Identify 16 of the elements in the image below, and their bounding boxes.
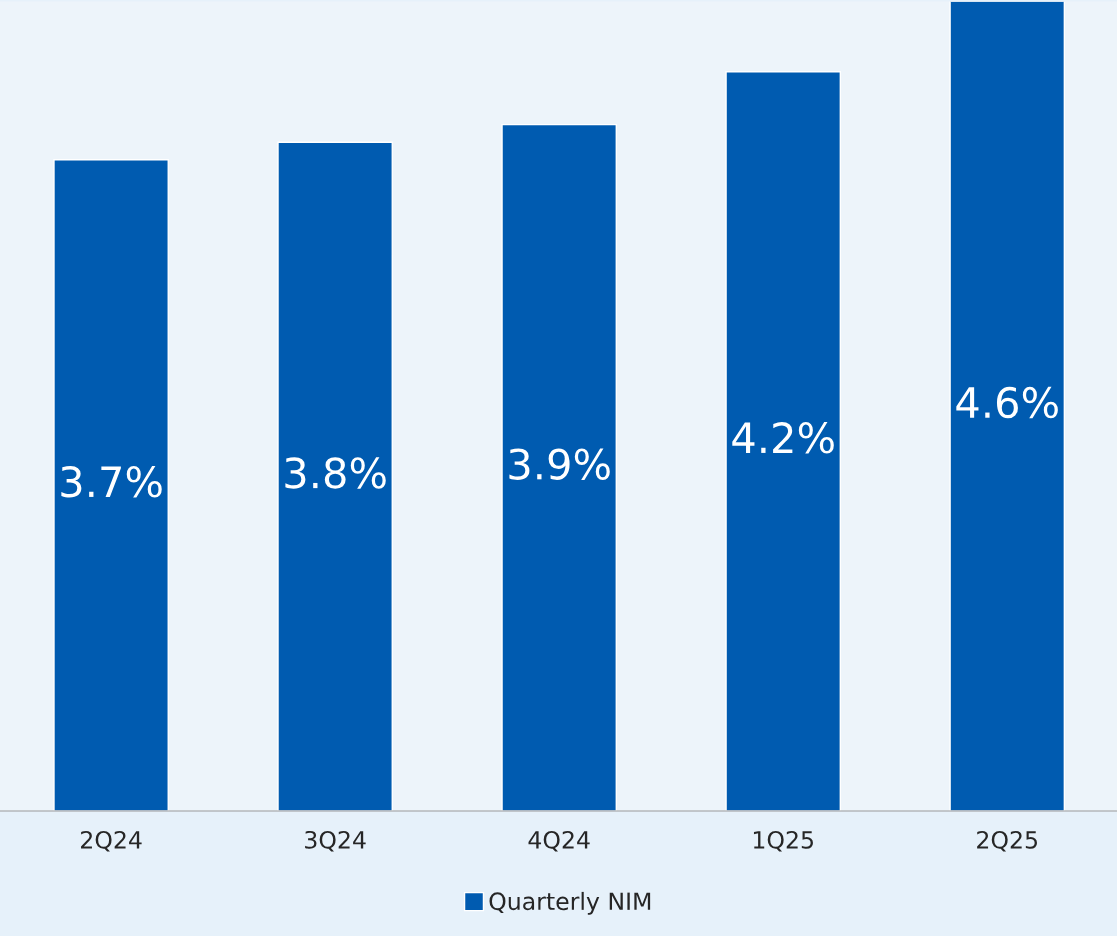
data-label: 4.6% <box>956 386 1058 419</box>
data-label: 3.8% <box>285 457 386 489</box>
bar <box>277 141 393 812</box>
x-tick-label: 2Q25 <box>977 830 1037 852</box>
data-label: 3.9% <box>509 448 610 480</box>
data-label: 3.7% <box>61 466 162 498</box>
bar <box>949 1 1066 812</box>
x-tick-label: 1Q25 <box>753 830 813 852</box>
x-tick-label: 2Q24 <box>81 830 142 852</box>
x-tick-label: 4Q24 <box>528 830 590 852</box>
bar <box>725 71 842 812</box>
x-tick-label: 3Q24 <box>305 830 366 852</box>
legend-label: Quarterly NIM <box>489 891 651 915</box>
bar <box>53 159 169 812</box>
bar <box>501 123 617 812</box>
data-label: 4.2% <box>732 422 834 454</box>
